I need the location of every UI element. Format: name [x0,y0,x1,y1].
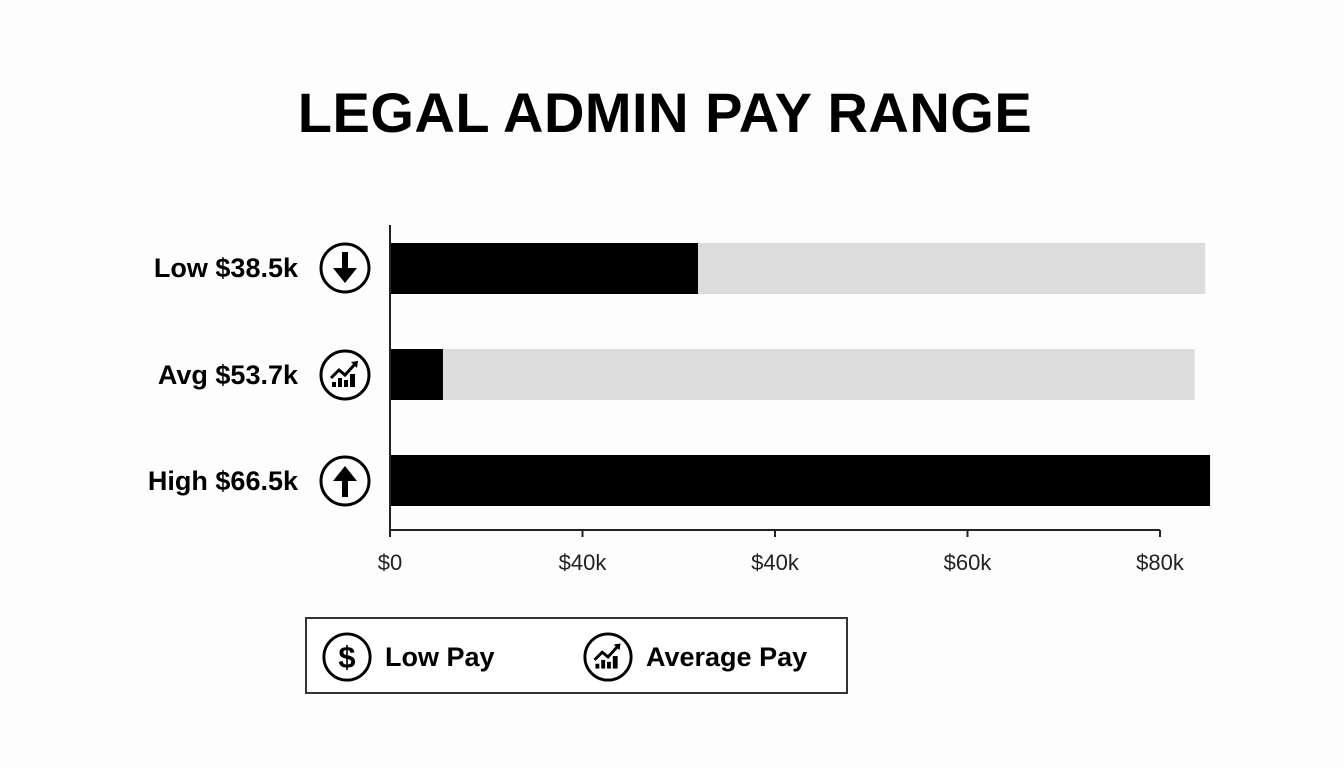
row-label-avg: Avg $53.7k [157,360,298,390]
legend-label-low-pay: Low Pay [385,641,495,672]
dollar-circle-icon: $ [322,632,372,682]
row-label-low: Low $38.5k [153,253,298,283]
arrow-down-circle-icon [319,242,371,294]
arrow-up-circle-icon [319,455,371,507]
svg-text:$: $ [338,640,355,675]
x-tick-label: $80k [1136,550,1184,575]
chart-title: LEGAL ADMIN PAY RANGE [297,81,1033,144]
x-tick-label: $0 [377,550,403,575]
row-label-high: High $66.5k [147,466,298,496]
legend-item-low-pay: $ Low Pay [321,631,495,683]
x-tick-label: $40k [751,550,799,575]
legend: $ Low Pay Average Pay [305,617,848,694]
bar-value-0 [390,243,698,294]
bar-range-1 [390,349,1195,400]
x-tick-label: $40k [558,550,607,575]
bar-value-1 [390,349,443,400]
legend-label-average-pay: Average Pay [646,641,808,672]
legend-item-average-pay: Average Pay [582,631,807,683]
bar-value-2 [390,455,1211,506]
growth-chart-circle-icon [583,632,633,682]
growth-chart-circle-icon [319,349,371,401]
x-tick-label: $60k [943,550,992,575]
